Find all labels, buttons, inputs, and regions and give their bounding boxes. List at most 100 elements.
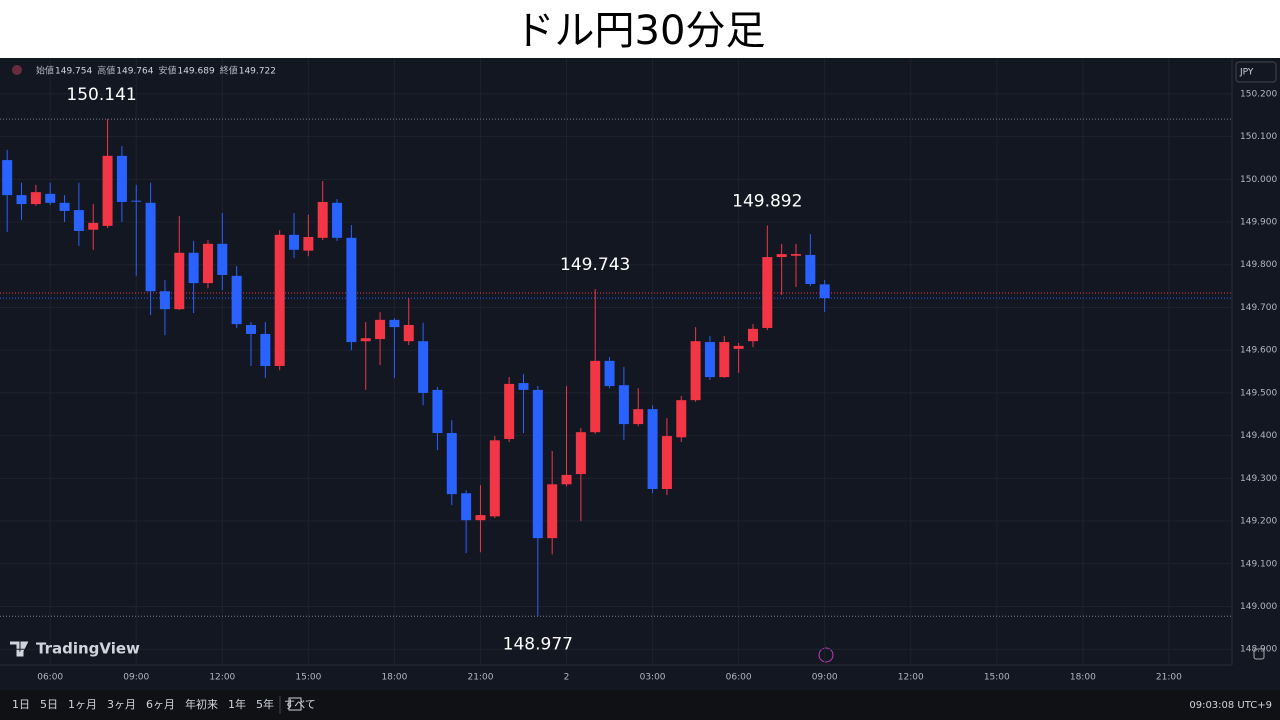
candle-body — [704, 342, 715, 378]
candle-body — [733, 345, 744, 349]
y-tick-label: 149.000 — [1240, 602, 1277, 612]
x-tick-label: 15:00 — [295, 673, 321, 683]
candle-body — [446, 433, 457, 495]
chart: 148.900 149.000 149.100 149.200 149.300 149.4… — [0, 58, 1280, 720]
x-tick-label: 18:00 — [1070, 673, 1096, 683]
candle-body — [461, 493, 472, 521]
candle-body — [561, 474, 572, 485]
x-tick-label: 06:00 — [726, 673, 752, 683]
candle-body — [116, 155, 127, 202]
x-tick-label: 12:00 — [209, 673, 235, 683]
candle-body — [174, 252, 185, 310]
candle-body — [217, 243, 228, 275]
range-button[interactable]: すべて — [284, 698, 316, 711]
y-tick-label: 149.900 — [1240, 218, 1277, 228]
candle-body — [188, 252, 199, 284]
candle-body — [418, 341, 429, 393]
candle-body — [59, 202, 70, 211]
candle-body — [633, 409, 644, 425]
candle-body — [145, 202, 156, 292]
x-tick-label: 12:00 — [898, 673, 924, 683]
candle-body — [88, 222, 99, 230]
candle-body — [475, 515, 486, 521]
ohlc-label: 安値 — [158, 65, 176, 77]
symbol-icon — [12, 65, 22, 75]
y-tick-label: 149.300 — [1240, 474, 1277, 484]
annotation: 148.977 — [503, 634, 573, 654]
date-range-icon[interactable] — [288, 697, 302, 711]
candle-body — [389, 319, 400, 328]
annotation: 149.892 — [732, 191, 802, 211]
clock: 09:03:08 UTC+9 — [1189, 700, 1272, 711]
y-tick-label: 150.000 — [1240, 175, 1277, 185]
page-title: ドル円30分足 — [514, 8, 766, 54]
settings-icon[interactable] — [1253, 648, 1265, 660]
candle-body — [73, 210, 84, 232]
candle-body — [604, 360, 615, 387]
bottom-bar — [0, 690, 1280, 720]
candle-body — [518, 383, 529, 390]
candle-body — [403, 324, 414, 342]
candle-body — [159, 291, 170, 310]
candle-body — [45, 193, 56, 203]
candle-body — [360, 338, 371, 342]
candle-body — [489, 440, 500, 517]
range-button[interactable]: 1ヶ月 — [68, 698, 97, 711]
candle-body — [676, 400, 687, 438]
candle-body — [532, 389, 543, 539]
brand: TradingView — [36, 640, 140, 658]
x-tick-label: 06:00 — [37, 673, 63, 683]
candle-body — [790, 254, 801, 256]
currency-box[interactable] — [1235, 61, 1277, 83]
candle-body — [346, 237, 357, 343]
y-tick-label: 149.600 — [1240, 346, 1277, 356]
candle-body — [547, 484, 558, 539]
candle-body — [762, 257, 773, 328]
annotation: 150.141 — [66, 85, 136, 105]
candle-body — [776, 254, 787, 258]
candle-body — [231, 275, 242, 325]
ohlc-value: 149.689 — [177, 67, 214, 77]
brand-logo — [10, 641, 29, 657]
x-tick-label: 09:00 — [123, 673, 149, 683]
flash-icon[interactable] — [818, 647, 834, 663]
range-button[interactable]: 1日 — [12, 698, 30, 711]
y-tick-label: 150.100 — [1240, 132, 1277, 142]
currency[interactable]: JPY — [1239, 68, 1254, 78]
candle-body — [131, 200, 142, 202]
candle-body — [661, 436, 672, 490]
range-button[interactable]: 年初来 — [185, 697, 218, 711]
candle-body — [260, 333, 271, 366]
range-button[interactable]: 5日 — [40, 698, 58, 711]
candle-body — [202, 243, 213, 284]
range-button[interactable]: 6ヶ月 — [146, 698, 175, 711]
candle-body — [30, 192, 41, 205]
candle-body — [819, 284, 830, 299]
candle-body — [375, 319, 386, 340]
candle-body — [618, 385, 629, 425]
range-button[interactable]: 5年 — [256, 697, 274, 711]
candle-body — [590, 360, 601, 433]
y-tick-label: 149.700 — [1240, 303, 1277, 313]
candle-body — [719, 342, 730, 378]
candle-body — [289, 234, 300, 250]
ohlc-value: 149.764 — [116, 67, 153, 77]
candle-body — [747, 328, 758, 342]
x-tick-label: 21:00 — [1156, 673, 1182, 683]
annotation: 149.743 — [560, 255, 630, 275]
y-tick-label: 150.200 — [1240, 89, 1277, 99]
candle-body — [245, 324, 256, 334]
x-tick-label: 2 — [564, 673, 570, 683]
y-tick-label: 149.200 — [1240, 517, 1277, 527]
candle-body — [805, 254, 816, 284]
range-button[interactable]: 1年 — [228, 697, 246, 711]
range-button[interactable]: 3ヶ月 — [107, 698, 136, 711]
y-tick-label: 148.900 — [1240, 645, 1277, 655]
x-tick-label: 09:00 — [812, 673, 838, 683]
candle-body — [504, 383, 515, 440]
ohlc-label: 終値 — [220, 65, 238, 77]
candle-body — [332, 202, 343, 238]
candle-body — [102, 155, 113, 226]
candle-body — [647, 409, 658, 490]
